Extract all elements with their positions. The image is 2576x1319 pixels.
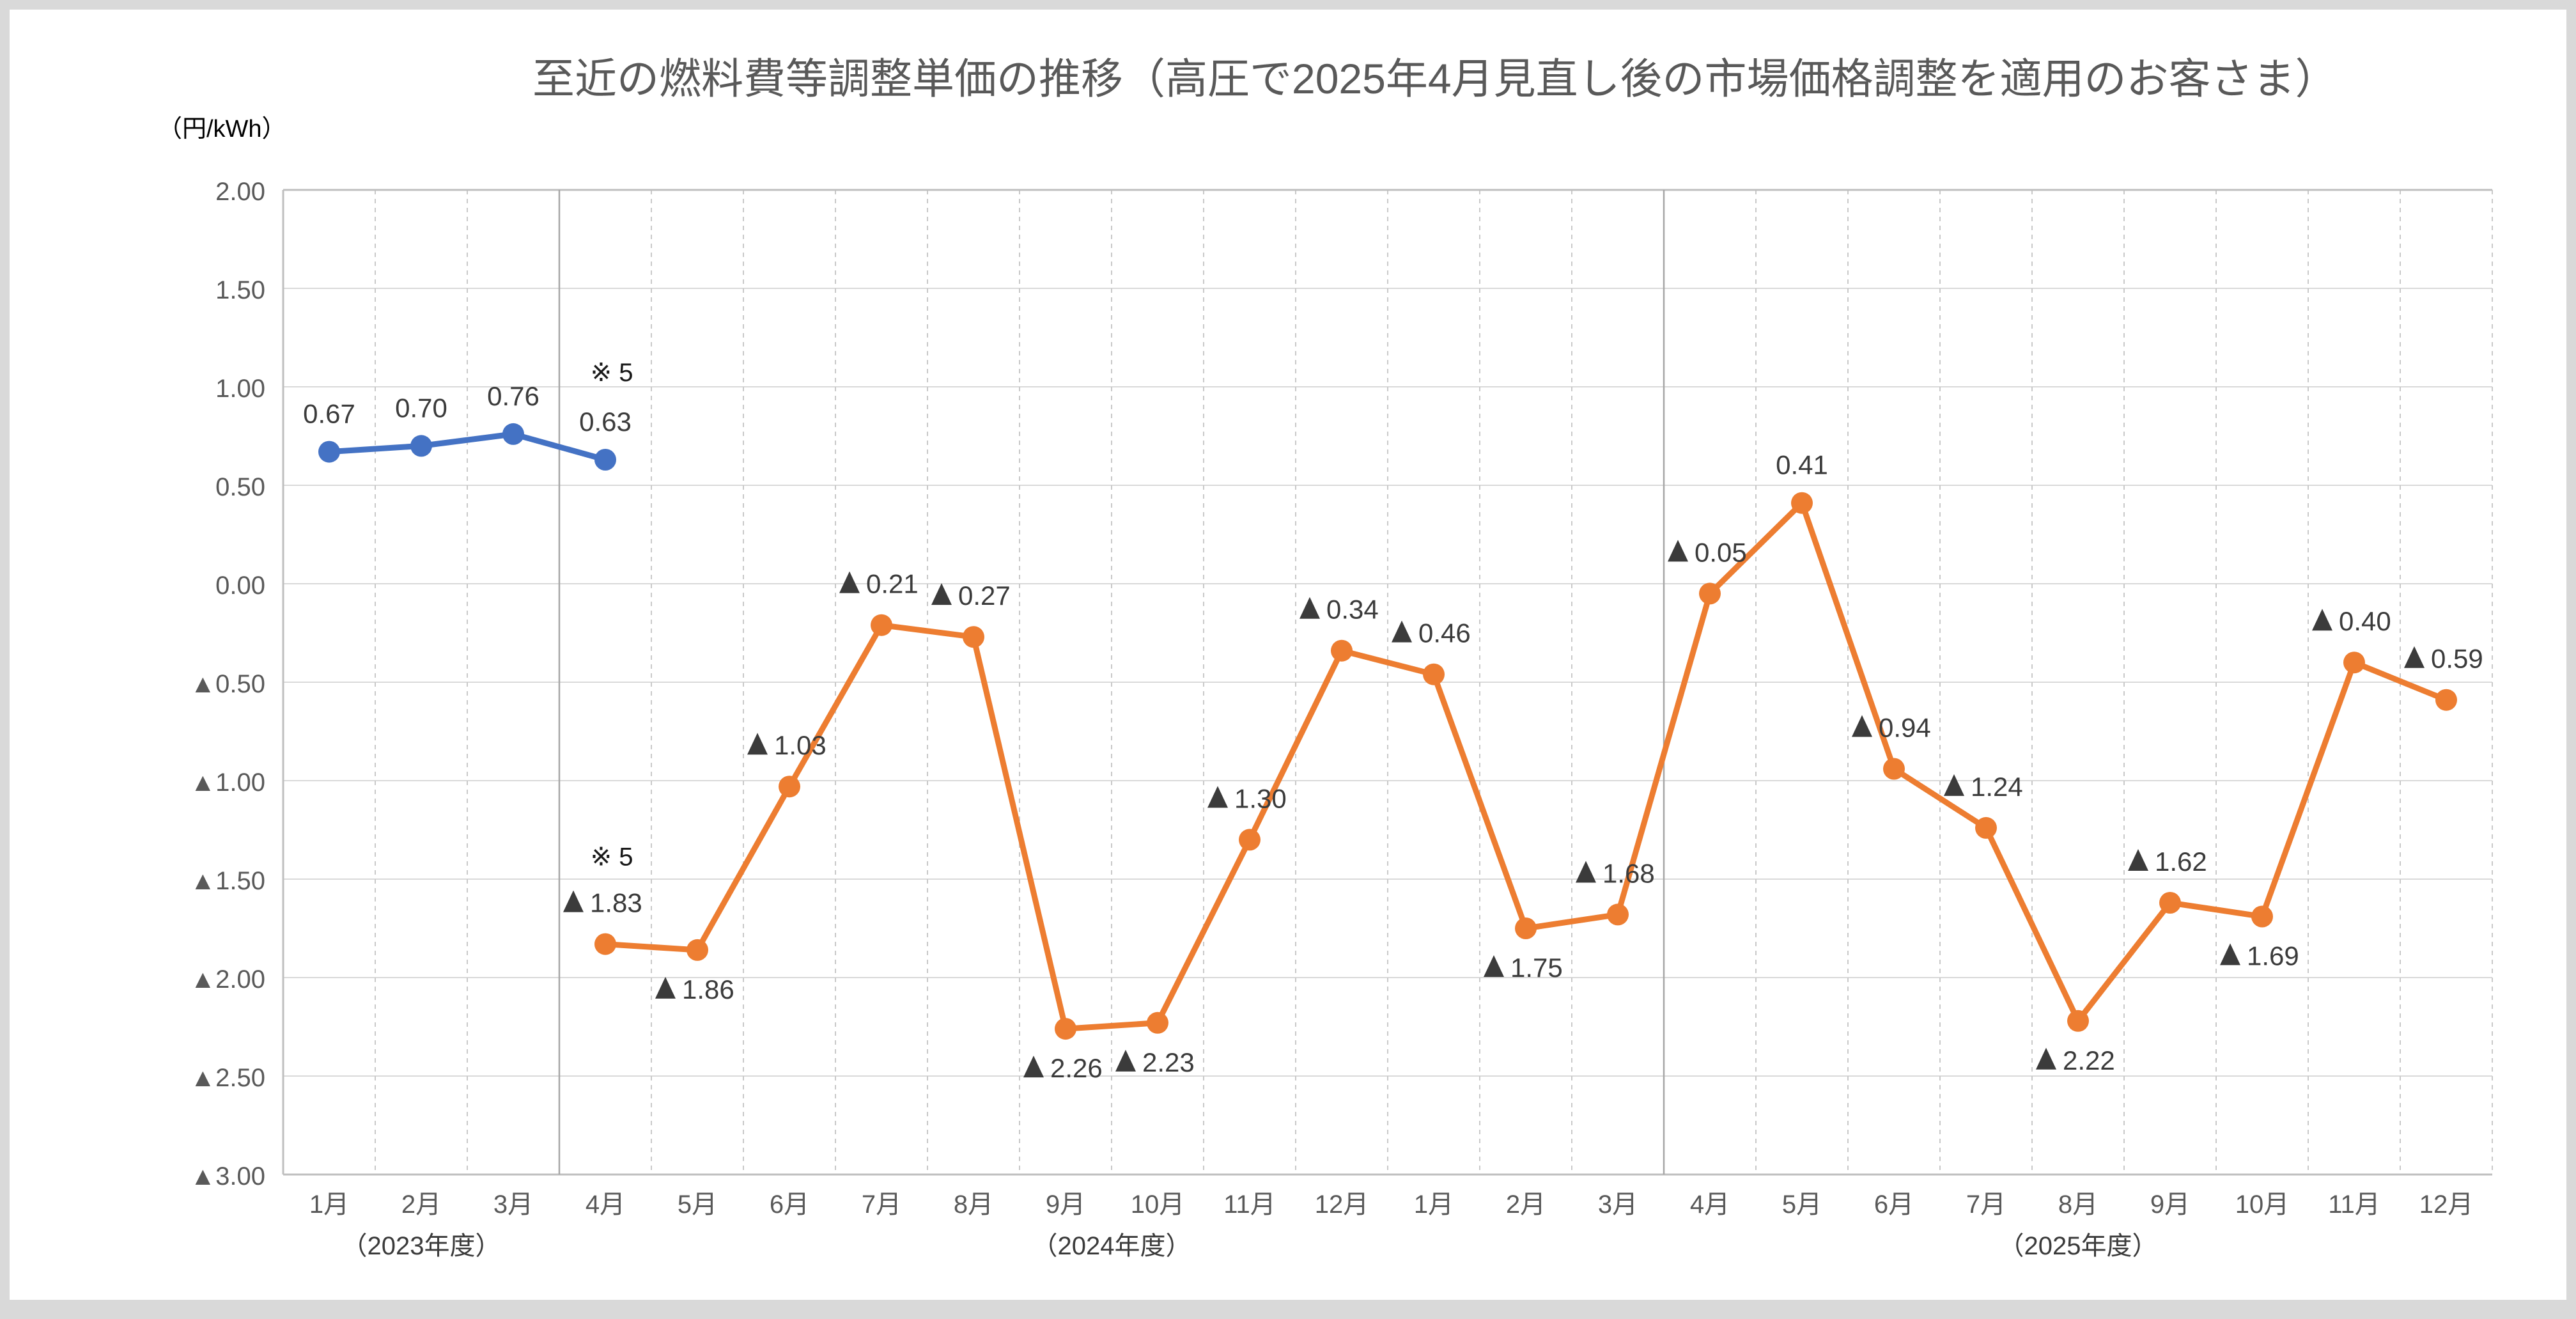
svg-text:9月: 9月 (1046, 1190, 1085, 1219)
svg-text:0.76: 0.76 (487, 381, 539, 411)
svg-text:（2023年度）: （2023年度） (342, 1232, 501, 1260)
svg-text:0.34: 0.34 (1326, 595, 1379, 625)
svg-text:0.67: 0.67 (303, 399, 355, 429)
svg-text:3月: 3月 (493, 1190, 533, 1219)
svg-text:2.00: 2.00 (215, 178, 265, 206)
svg-text:1.00: 1.00 (215, 375, 265, 403)
svg-text:※ 5: ※ 5 (591, 359, 633, 387)
svg-text:7月: 7月 (862, 1190, 901, 1219)
svg-text:1.83: 1.83 (590, 888, 642, 918)
svg-text:0.40: 0.40 (2339, 606, 2391, 636)
svg-text:11月: 11月 (1223, 1190, 1276, 1219)
svg-text:2.26: 2.26 (1050, 1053, 1103, 1083)
svg-text:1.68: 1.68 (1602, 858, 1655, 888)
svg-text:1.62: 1.62 (2155, 847, 2207, 877)
svg-text:▲2.50: ▲2.50 (190, 1064, 265, 1092)
svg-text:0.94: 0.94 (1879, 713, 1931, 743)
svg-text:▲1.50: ▲1.50 (190, 867, 265, 895)
svg-text:6月: 6月 (770, 1190, 809, 1219)
svg-text:10月: 10月 (1131, 1190, 1185, 1219)
svg-text:0.50: 0.50 (215, 473, 265, 501)
svg-text:8月: 8月 (954, 1190, 993, 1219)
svg-text:▲1.00: ▲1.00 (190, 769, 265, 797)
svg-text:9月: 9月 (2150, 1190, 2190, 1219)
svg-text:0.46: 0.46 (1418, 618, 1471, 648)
svg-text:（2025年度）: （2025年度） (1999, 1232, 2158, 1260)
svg-text:0.27: 0.27 (958, 581, 1011, 611)
svg-text:12月: 12月 (2419, 1190, 2474, 1219)
svg-text:2月: 2月 (1506, 1190, 1546, 1219)
svg-text:1.03: 1.03 (774, 730, 826, 760)
svg-text:0.59: 0.59 (2431, 644, 2483, 674)
svg-text:2月: 2月 (401, 1190, 441, 1219)
svg-text:4月: 4月 (586, 1190, 625, 1219)
svg-text:2.22: 2.22 (2063, 1045, 2115, 1075)
svg-text:6月: 6月 (1874, 1190, 1914, 1219)
svg-text:1月: 1月 (309, 1190, 349, 1219)
svg-text:0.63: 0.63 (579, 407, 632, 437)
svg-text:▲3.00: ▲3.00 (190, 1162, 265, 1190)
svg-text:1.86: 1.86 (682, 974, 734, 1004)
svg-text:10月: 10月 (2235, 1190, 2290, 1219)
svg-text:11月: 11月 (2328, 1190, 2380, 1219)
svg-text:1.24: 1.24 (1971, 772, 2023, 802)
svg-text:▲2.00: ▲2.00 (190, 965, 265, 994)
svg-text:1.30: 1.30 (1234, 783, 1287, 813)
svg-text:▲0.50: ▲0.50 (190, 670, 265, 698)
svg-text:1月: 1月 (1414, 1190, 1454, 1219)
svg-text:2.23: 2.23 (1142, 1047, 1195, 1077)
svg-text:3月: 3月 (1598, 1190, 1638, 1219)
svg-text:0.05: 0.05 (1695, 537, 1747, 567)
svg-text:5月: 5月 (678, 1190, 717, 1219)
svg-text:7月: 7月 (1966, 1190, 2006, 1219)
svg-text:8月: 8月 (2058, 1190, 2098, 1219)
svg-text:1.50: 1.50 (215, 276, 265, 304)
svg-text:5月: 5月 (1782, 1190, 1822, 1219)
svg-text:0.00: 0.00 (215, 572, 265, 600)
svg-text:0.41: 0.41 (1776, 450, 1828, 480)
svg-text:1.69: 1.69 (2247, 941, 2299, 971)
svg-text:（2024年度）: （2024年度） (1032, 1232, 1191, 1260)
svg-text:0.21: 0.21 (866, 569, 919, 599)
svg-text:1.75: 1.75 (1510, 953, 1563, 983)
svg-text:0.70: 0.70 (395, 393, 447, 423)
svg-text:12月: 12月 (1315, 1190, 1369, 1219)
svg-text:4月: 4月 (1690, 1190, 1730, 1219)
svg-text:※ 5: ※ 5 (591, 843, 633, 871)
